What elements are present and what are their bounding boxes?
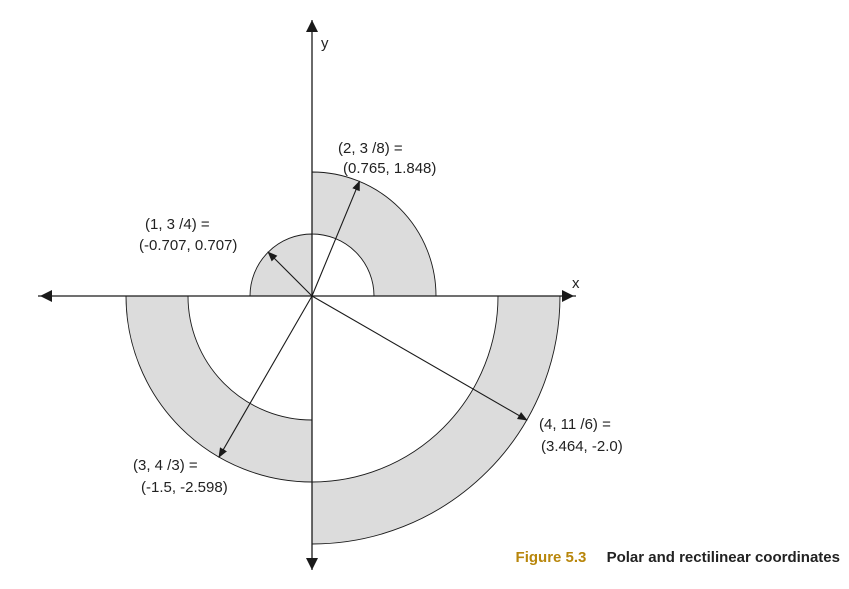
figure-title: Polar and rectilinear coordinates	[606, 549, 840, 566]
x-axis-left-arrow	[40, 290, 52, 302]
point-2-polar-label: (2, 3 /8) =	[338, 140, 403, 157]
point-3-rect-label: (-1.5, -2.598)	[141, 479, 228, 496]
figure-caption: Figure 5.3 Polar and rectilinear coordin…	[516, 549, 840, 566]
y-axis-label: y	[321, 35, 329, 52]
radius-vectors	[218, 180, 528, 458]
point-1-polar-label: (1, 3 /4) =	[145, 216, 210, 233]
band-p2	[311, 171, 437, 297]
x-axis-label: x	[572, 275, 580, 292]
point-2-rect-label: (0.765, 1.848)	[343, 160, 436, 177]
point-4-polar-label: (4, 11 /6) =	[539, 416, 611, 433]
point-3-polar-label: (3, 4 /3) =	[133, 457, 198, 474]
vector-p4	[311, 295, 528, 421]
figure-number: Figure 5.3	[515, 549, 587, 566]
y-axis-down-arrow	[306, 558, 318, 570]
point-1-rect-label: (-0.707, 0.707)	[139, 237, 237, 254]
point-4-rect-label: (3.464, -2.0)	[541, 438, 623, 455]
y-axis-up-arrow	[306, 20, 318, 32]
vector-p1	[267, 251, 313, 297]
band-p3	[125, 295, 313, 483]
band-p4	[311, 295, 561, 545]
x-axis-right-arrow	[562, 290, 574, 302]
vector-p2	[311, 180, 360, 297]
vector-p3	[218, 295, 313, 458]
